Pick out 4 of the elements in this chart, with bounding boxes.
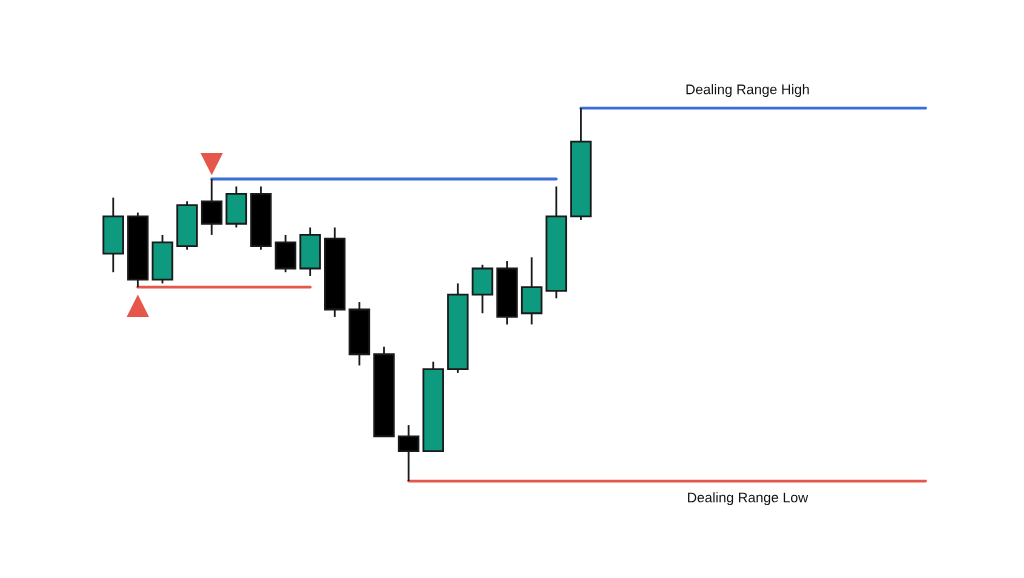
annotation: Dealing Range High: [686, 84, 809, 98]
candlestick: [200, 178, 223, 236]
annotation: Dealing Range Low: [688, 492, 809, 506]
candlestick: [397, 424, 420, 482]
